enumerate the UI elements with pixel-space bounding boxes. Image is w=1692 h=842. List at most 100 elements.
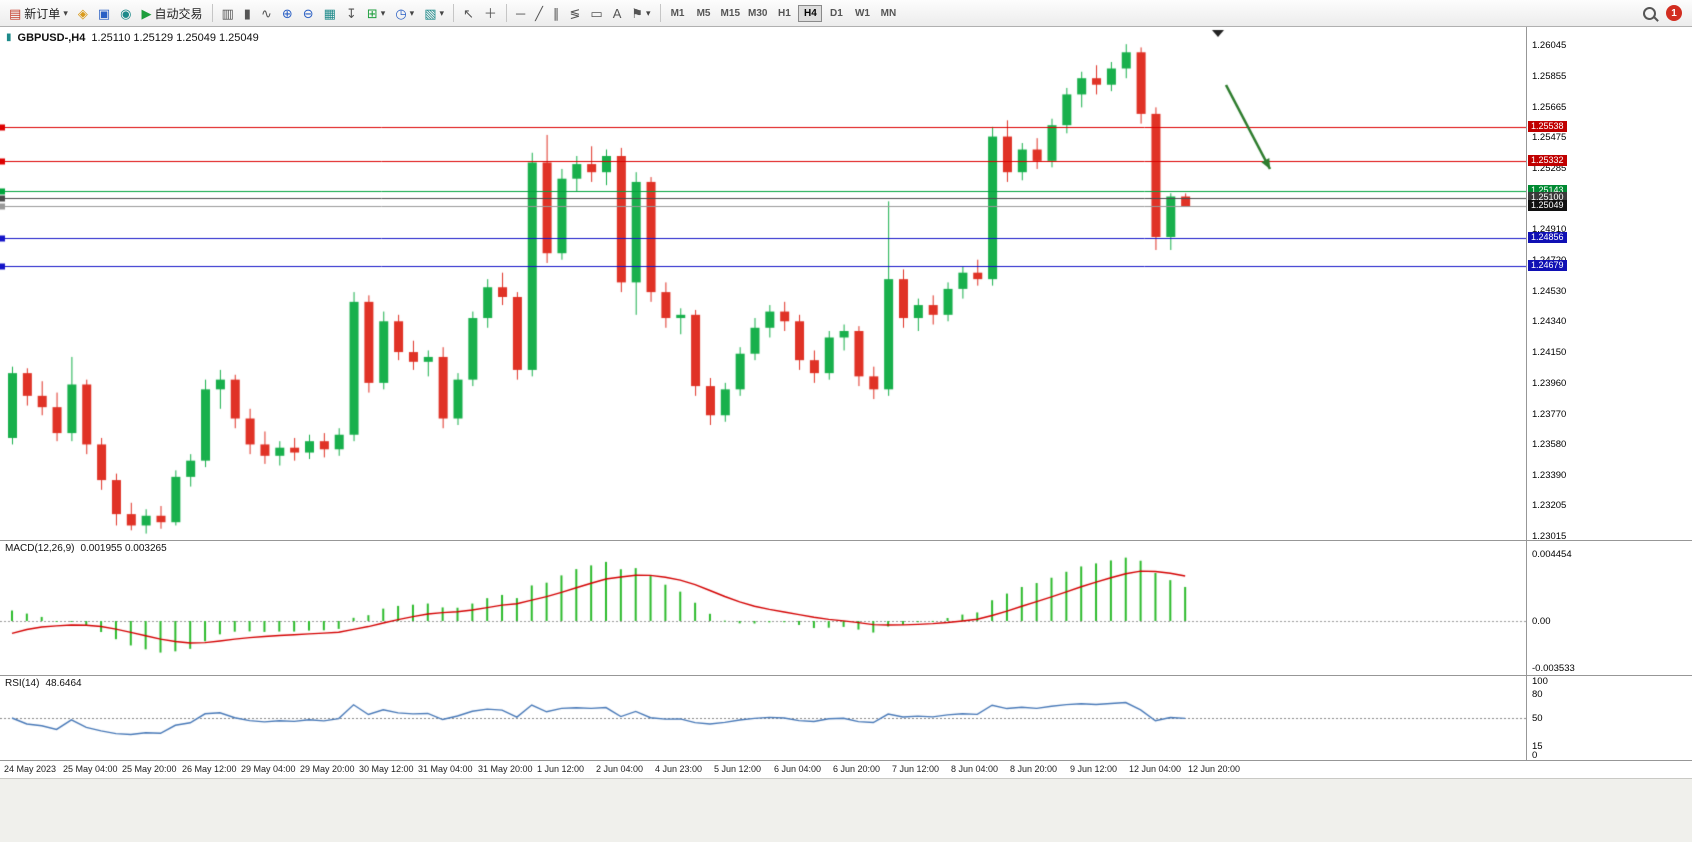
y-axis-label: 1.25475: [1532, 132, 1567, 143]
add-indicator-button[interactable]: ⊞ ▾: [362, 4, 390, 23]
text-tool-icon: A: [612, 5, 622, 21]
time-axis-label: 31 May 04:00: [418, 764, 473, 774]
cursor-tool-button[interactable]: ↖: [458, 4, 479, 23]
price-tag: 1.24679: [1528, 260, 1567, 271]
crosshair-tool-button[interactable]: ＋: [479, 4, 502, 23]
y-axis-label: 1.25665: [1532, 102, 1567, 113]
new-order-icon: ▤: [9, 5, 22, 21]
bar-chart-mode-button[interactable]: ▥: [217, 4, 239, 23]
periods-button[interactable]: ◷ ▾: [390, 4, 419, 23]
toolbar-separator: [659, 4, 661, 22]
rsi-axis-label: 80: [1532, 689, 1543, 700]
y-axis-label: 1.26045: [1532, 40, 1567, 51]
tile-windows-button[interactable]: ▦: [319, 4, 341, 23]
fibonacci-icon: ≶: [569, 5, 581, 21]
compass-icon: ◈: [77, 5, 88, 21]
shapes-icon: ▭: [590, 5, 603, 21]
flag-icon: ⚑: [631, 5, 644, 21]
y-axis-label: 1.23580: [1532, 439, 1567, 450]
notification-badge[interactable]: 1: [1666, 5, 1682, 21]
timeframe-m30-button[interactable]: M30: [745, 5, 770, 22]
chevron-down-icon: ▾: [646, 7, 651, 18]
y-axis-label: 1.23390: [1532, 470, 1567, 481]
community-button[interactable]: ◉: [115, 4, 136, 23]
auto-trading-button[interactable]: ▶ 自动交易: [136, 2, 207, 25]
channel-tool-button[interactable]: ∥: [548, 4, 565, 23]
timeframe-m15-button[interactable]: M15: [718, 5, 743, 22]
time-axis-label: 12 Jun 04:00: [1129, 764, 1182, 774]
timeframe-m1-button[interactable]: M1: [666, 5, 690, 22]
add-indicator-icon: ⊞: [366, 5, 378, 21]
y-axis-label: 1.24530: [1532, 286, 1567, 297]
time-axis-label: 1 Jun 12:00: [537, 764, 585, 774]
tile-windows-icon: ▦: [323, 5, 336, 21]
search-icon[interactable]: [1643, 6, 1656, 20]
community-icon: ◉: [120, 5, 132, 21]
timeframe-h4-button[interactable]: H4: [798, 4, 823, 22]
main-chart-panel: ▮ GBPUSD-,H4 1.25110 1.25129 1.25049 1.2…: [0, 27, 1692, 542]
rsi-canvas[interactable]: [0, 676, 1526, 760]
time-axis-label: 6 Jun 04:00: [774, 764, 822, 774]
rsi-axis: 100 80 50 15 0: [1526, 676, 1692, 761]
macd-name: MACD(12,26,9): [5, 543, 75, 554]
timeframe-w1-button[interactable]: W1: [850, 5, 874, 22]
chart-title: ▮ GBPUSD-,H4 1.25110 1.25129 1.25049 1.2…: [6, 31, 259, 44]
zoom-in-button[interactable]: ⊕: [277, 4, 298, 23]
auto-trading-play-icon: ▶: [141, 5, 152, 21]
timeframe-h1-button[interactable]: H1: [772, 5, 796, 22]
time-axis-label: 8 Jun 20:00: [1010, 764, 1058, 774]
macd-axis-label: 0.00: [1532, 616, 1551, 627]
price-tag: 1.25143: [1528, 185, 1567, 196]
auto-scroll-button[interactable]: ↧: [341, 4, 362, 23]
macd-label: MACD(12,26,9) 0.001955 0.003265: [5, 543, 167, 554]
chart-symbol-period: GBPUSD-,H4: [17, 31, 86, 44]
time-axis-label: 9 Jun 12:00: [1070, 764, 1118, 774]
time-axis-label: 7 Jun 12:00: [892, 764, 940, 774]
rsi-label: RSI(14) 48.6464: [5, 678, 82, 689]
fibonacci-tool-button[interactable]: ≶: [564, 4, 585, 23]
candlestick-mode-button[interactable]: ▮: [239, 4, 256, 23]
timeframe-mn-button[interactable]: MN: [876, 5, 900, 22]
timeframe-m5-button[interactable]: M5: [692, 5, 716, 22]
toolbar-separator: [211, 4, 213, 22]
charts-button[interactable]: ▣: [93, 4, 115, 23]
shapes-tool-button[interactable]: ▭: [585, 4, 607, 23]
y-axis-label: 1.24910: [1532, 224, 1567, 235]
compass-tool-button[interactable]: ◈: [73, 4, 93, 23]
main-chart-canvas[interactable]: [0, 27, 1526, 540]
macd-values: 0.001955 0.003265: [80, 543, 167, 554]
y-axis-label: 1.24150: [1532, 347, 1567, 358]
chevron-down-icon: ▾: [439, 7, 445, 18]
macd-axis: 0.004454 0.00 -0.003533: [1526, 541, 1692, 675]
trendline-tool-button[interactable]: ╱: [530, 4, 548, 23]
macd-canvas[interactable]: [0, 541, 1526, 675]
chevron-down-icon: ▾: [409, 7, 415, 18]
new-order-label: 新订单: [24, 6, 61, 21]
toolbar-separator: [505, 4, 507, 22]
rsi-axis-label: 15: [1532, 741, 1543, 752]
rsi-value: 48.6464: [45, 678, 82, 689]
rsi-panel: RSI(14) 48.6464 100 80 50 15 0: [0, 675, 1692, 761]
text-tool-button[interactable]: A: [608, 4, 627, 23]
line-chart-icon: ∿: [260, 5, 272, 21]
time-axis-label: 26 May 12:00: [182, 764, 237, 774]
zoom-out-button[interactable]: ⊖: [298, 4, 319, 23]
time-axis-label: 4 Jun 23:00: [655, 764, 703, 774]
crosshair-icon: ＋: [483, 5, 497, 21]
horizontal-line-icon: ─: [515, 5, 526, 21]
timeframe-d1-button[interactable]: D1: [824, 5, 848, 22]
macd-axis-label: -0.003533: [1532, 663, 1575, 674]
label-tool-button[interactable]: ⚑ ▾: [626, 4, 655, 23]
new-order-button[interactable]: ▤ 新订单 ▾: [4, 2, 73, 25]
chevron-down-icon: ▾: [380, 7, 386, 18]
main-price-axis: 1.26045 1.25855 1.25665 1.25475 1.25285 1.251…: [1526, 27, 1692, 542]
line-chart-mode-button[interactable]: ∿: [256, 4, 277, 23]
time-axis-label: 29 May 20:00: [300, 764, 355, 774]
toolbar: ▤ 新订单 ▾ ◈ ▣ ◉ ▶ 自动交易 ▥ ▮ ∿ ⊕ ⊖: [0, 0, 1692, 27]
y-axis-label: 1.23960: [1532, 378, 1567, 389]
channel-icon: ∥: [552, 5, 560, 21]
macd-panel: MACD(12,26,9) 0.001955 0.003265 0.004454…: [0, 540, 1692, 675]
templates-button[interactable]: ▧ ▾: [419, 4, 449, 23]
horizontal-line-tool-button[interactable]: ─: [511, 4, 530, 23]
